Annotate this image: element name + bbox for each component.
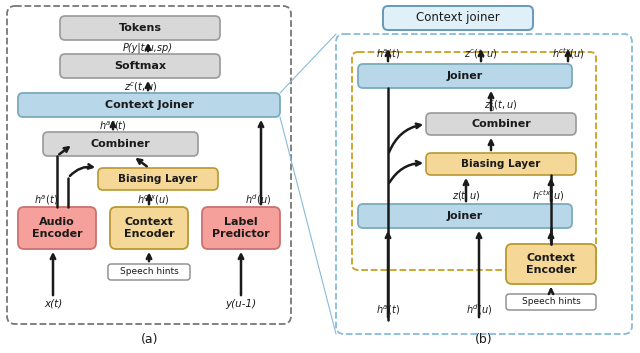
- Text: Label
Predictor: Label Predictor: [212, 217, 270, 239]
- FancyBboxPatch shape: [43, 132, 198, 156]
- Text: Joiner: Joiner: [447, 211, 483, 221]
- Text: $h^{ctx}(u)$: $h^{ctx}(u)$: [137, 193, 170, 208]
- Text: $h^d(u)$: $h^d(u)$: [466, 303, 492, 317]
- Text: $h^a(t)$: $h^a(t)$: [376, 47, 400, 61]
- Text: Tokens: Tokens: [118, 23, 161, 33]
- FancyBboxPatch shape: [18, 207, 96, 249]
- FancyArrowPatch shape: [70, 164, 93, 176]
- Text: $h^a(t)$: $h^a(t)$: [34, 193, 58, 207]
- FancyBboxPatch shape: [426, 153, 576, 175]
- FancyBboxPatch shape: [426, 113, 576, 135]
- Text: x(t): x(t): [44, 299, 62, 309]
- Text: $h^{ctx}(u)$: $h^{ctx}(u)$: [552, 47, 584, 61]
- FancyBboxPatch shape: [98, 168, 218, 190]
- Text: Speech hints: Speech hints: [522, 298, 580, 306]
- Text: $h^a(t)$: $h^a(t)$: [376, 303, 400, 317]
- Text: Softmax: Softmax: [114, 61, 166, 71]
- FancyBboxPatch shape: [358, 204, 572, 228]
- Text: Context
Encoder: Context Encoder: [525, 253, 576, 275]
- Text: Biasing Layer: Biasing Layer: [118, 174, 198, 184]
- Text: Biasing Layer: Biasing Layer: [461, 159, 541, 169]
- Text: $z_0^c(t,u)$: $z_0^c(t,u)$: [484, 98, 518, 114]
- Text: $h^d(u)$: $h^d(u)$: [244, 193, 271, 208]
- FancyArrowPatch shape: [389, 161, 420, 183]
- FancyBboxPatch shape: [383, 6, 533, 30]
- Text: Context joiner: Context joiner: [416, 12, 500, 24]
- Text: $z(t,u)$: $z(t,u)$: [452, 190, 481, 203]
- FancyBboxPatch shape: [108, 264, 190, 280]
- FancyBboxPatch shape: [60, 16, 220, 40]
- Text: Joiner: Joiner: [447, 71, 483, 81]
- FancyArrowPatch shape: [389, 124, 420, 152]
- Text: Context Joiner: Context Joiner: [104, 100, 193, 110]
- FancyBboxPatch shape: [202, 207, 280, 249]
- Text: (a): (a): [141, 334, 159, 347]
- Text: y(u-1): y(u-1): [225, 299, 257, 309]
- FancyBboxPatch shape: [358, 64, 572, 88]
- Text: $h^{ac}(t)$: $h^{ac}(t)$: [99, 119, 127, 133]
- FancyBboxPatch shape: [18, 93, 280, 117]
- Text: Audio
Encoder: Audio Encoder: [32, 217, 83, 239]
- Text: Speech hints: Speech hints: [120, 268, 179, 276]
- Text: Combiner: Combiner: [91, 139, 150, 149]
- Text: (b): (b): [475, 334, 493, 347]
- Text: Combiner: Combiner: [471, 119, 531, 129]
- Text: $h^{ctx}(u)$: $h^{ctx}(u)$: [532, 189, 564, 203]
- FancyBboxPatch shape: [506, 244, 596, 284]
- FancyBboxPatch shape: [110, 207, 188, 249]
- Text: Context
Encoder: Context Encoder: [124, 217, 174, 239]
- FancyBboxPatch shape: [60, 54, 220, 78]
- Text: $z^c(t,u)$: $z^c(t,u)$: [124, 80, 157, 94]
- Text: $z^c(t,u)$: $z^c(t,u)$: [464, 47, 498, 61]
- FancyBboxPatch shape: [506, 294, 596, 310]
- Text: P(y|t,u,sp): P(y|t,u,sp): [123, 43, 173, 53]
